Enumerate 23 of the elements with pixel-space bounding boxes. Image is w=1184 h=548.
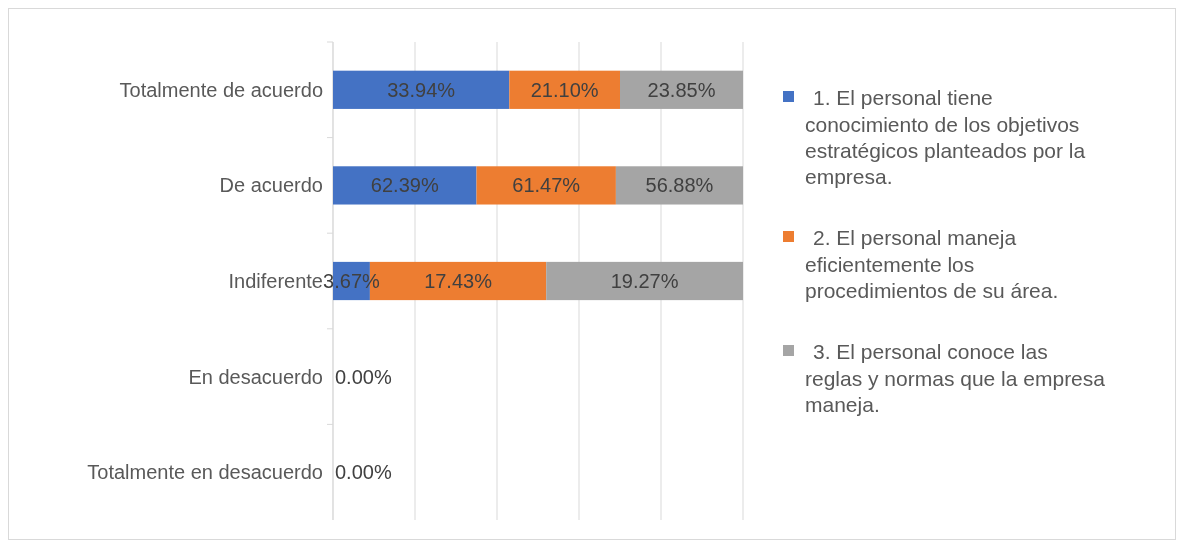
bar — [615, 166, 743, 205]
annotation: 33.94% — [387, 78, 456, 101]
y-tick-label: Indiferente — [228, 270, 323, 292]
annotation: 61.47% — [512, 174, 581, 197]
y-tick-label: Totalmente en desacuerdo — [87, 461, 323, 484]
annotation: 62.39% — [370, 174, 439, 197]
legend-label: 2. El personal maneja eficientemente los procedimientos de su área. — [805, 226, 1059, 302]
bar — [546, 261, 743, 301]
annotation: 19.27% — [610, 270, 679, 292]
annotation: 17.43% — [424, 270, 493, 292]
y-tick-label: Totalmente de acuerdo — [119, 78, 323, 101]
legend-label: 1. El personal tiene conocimiento de los objetivos estratégicos planteados por la empresa. — [805, 86, 1086, 189]
bar — [476, 166, 616, 205]
annotation: 0.00% — [335, 461, 392, 484]
y-tick-label: En desacuerdo — [188, 365, 323, 388]
bar — [333, 70, 510, 109]
annotation: 21.10% — [530, 78, 599, 101]
y-tick-label: De acuerdo — [219, 174, 323, 197]
annotation: 56.88% — [645, 174, 714, 197]
legend-label: 3. El personal conoce las reglas y normas que la empresa maneja. — [805, 340, 1106, 416]
bar — [333, 166, 477, 205]
annotation: 0.00% — [335, 365, 392, 388]
annotation: 23.85% — [647, 78, 716, 101]
